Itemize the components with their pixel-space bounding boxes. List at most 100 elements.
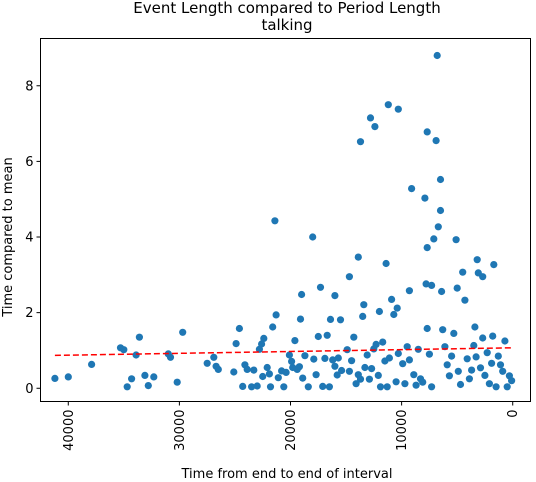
data-point bbox=[319, 382, 327, 390]
data-point bbox=[443, 361, 451, 369]
data-point bbox=[150, 373, 158, 381]
data-point bbox=[361, 363, 369, 372]
data-point bbox=[259, 372, 267, 381]
data-point bbox=[334, 354, 342, 362]
data-point bbox=[403, 343, 411, 351]
data-point bbox=[470, 341, 478, 350]
data-point bbox=[299, 374, 307, 382]
data-point bbox=[365, 375, 373, 383]
data-point bbox=[374, 371, 382, 379]
data-point bbox=[432, 137, 440, 145]
data-point bbox=[248, 383, 256, 391]
data-point bbox=[280, 383, 288, 391]
data-point bbox=[463, 355, 471, 363]
data-point bbox=[285, 351, 293, 359]
data-point bbox=[492, 383, 500, 391]
data-point bbox=[461, 296, 469, 304]
data-point bbox=[128, 375, 136, 383]
data-point bbox=[499, 367, 507, 375]
x-tick-label: 0 bbox=[506, 410, 521, 418]
data-point bbox=[356, 375, 365, 383]
x-axis: 40000 30000 20000 10000 0 bbox=[62, 401, 521, 451]
data-point bbox=[481, 371, 489, 379]
data-point bbox=[210, 353, 218, 361]
data-point bbox=[269, 323, 277, 331]
data-point bbox=[392, 378, 400, 386]
data-point bbox=[345, 367, 353, 375]
data-point bbox=[401, 380, 409, 388]
data-point bbox=[425, 350, 433, 358]
data-point bbox=[476, 364, 485, 372]
data-point bbox=[325, 383, 333, 391]
data-point bbox=[375, 307, 383, 316]
data-point bbox=[384, 101, 392, 109]
y-axis: 0 2 4 6 8 bbox=[25, 79, 41, 397]
data-point bbox=[445, 372, 453, 380]
data-point bbox=[141, 371, 149, 379]
data-point bbox=[382, 259, 390, 268]
data-point bbox=[288, 357, 296, 365]
data-point bbox=[345, 273, 353, 281]
data-point bbox=[301, 352, 309, 360]
data-point bbox=[360, 301, 368, 309]
data-point bbox=[436, 206, 445, 215]
data-point bbox=[260, 334, 268, 342]
chart-title: Event Length compared to Period Length bbox=[133, 0, 440, 17]
data-point bbox=[135, 333, 143, 341]
data-point bbox=[51, 374, 59, 382]
data-point bbox=[456, 380, 465, 389]
data-point bbox=[438, 287, 446, 296]
data-point bbox=[468, 366, 476, 374]
data-point bbox=[479, 334, 487, 342]
data-point bbox=[350, 333, 358, 341]
data-point bbox=[336, 316, 345, 324]
data-point bbox=[329, 356, 337, 364]
data-point bbox=[494, 352, 502, 360]
data-point bbox=[408, 185, 416, 193]
data-point bbox=[385, 354, 393, 362]
data-point bbox=[372, 340, 380, 348]
data-point bbox=[88, 360, 96, 368]
data-point bbox=[501, 337, 509, 345]
data-point bbox=[272, 311, 280, 319]
data-point bbox=[291, 337, 299, 345]
data-point bbox=[423, 324, 431, 333]
data-point bbox=[459, 268, 467, 276]
points-layer bbox=[51, 51, 516, 391]
data-point bbox=[399, 360, 407, 368]
data-point bbox=[263, 363, 271, 372]
x-tick-label: 40000 bbox=[62, 410, 77, 451]
data-point bbox=[428, 383, 436, 391]
data-point bbox=[376, 383, 385, 391]
data-point bbox=[452, 236, 460, 244]
data-point bbox=[496, 361, 505, 369]
data-point bbox=[179, 328, 187, 336]
data-point bbox=[465, 375, 473, 383]
x-axis-label: Time from end to end of interval bbox=[181, 467, 393, 482]
data-point bbox=[203, 359, 211, 367]
data-point bbox=[316, 283, 325, 291]
data-point bbox=[359, 312, 367, 320]
data-point bbox=[274, 374, 282, 382]
data-point bbox=[310, 355, 318, 363]
data-point bbox=[393, 304, 401, 312]
data-point bbox=[489, 332, 497, 340]
data-point bbox=[253, 382, 261, 390]
data-point bbox=[390, 310, 398, 319]
data-point bbox=[366, 114, 375, 122]
data-point bbox=[258, 340, 266, 348]
data-point bbox=[448, 352, 456, 360]
y-tick-label: 0 bbox=[25, 382, 33, 397]
data-point bbox=[405, 356, 413, 364]
data-point bbox=[64, 373, 72, 381]
data-point bbox=[333, 371, 341, 379]
data-point bbox=[296, 315, 305, 323]
y-tick-label: 2 bbox=[25, 306, 33, 321]
chart-subtitle: talking bbox=[261, 16, 312, 34]
data-point bbox=[394, 349, 402, 358]
data-point bbox=[356, 138, 365, 146]
data-point bbox=[298, 290, 306, 299]
data-point bbox=[405, 287, 413, 295]
data-point bbox=[166, 353, 175, 361]
data-point bbox=[132, 351, 140, 359]
